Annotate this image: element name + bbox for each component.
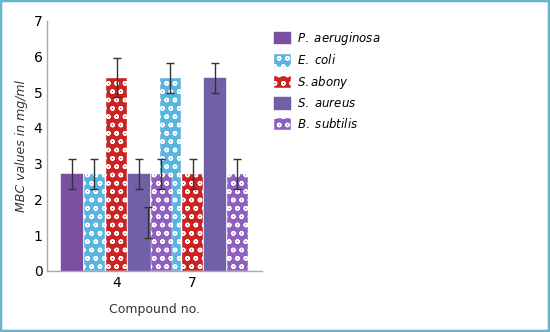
X-axis label: Compound no.: Compound no.	[109, 303, 200, 316]
Bar	[160, 78, 181, 271]
Bar	[84, 174, 105, 271]
Legend: $\it{P.\ aeruginosa}$, $\it{E.\ coli}$, $\it{S.abony}$, $\it{S.\ aureus}$, $\it{: $\it{P.\ aeruginosa}$, $\it{E.\ coli}$, …	[270, 27, 384, 134]
Bar	[227, 174, 248, 271]
Bar	[128, 174, 150, 271]
Bar	[62, 174, 83, 271]
Bar	[182, 174, 204, 271]
Y-axis label: MBC values in mg/ml: MBC values in mg/ml	[15, 80, 28, 211]
Bar	[204, 78, 226, 271]
Bar	[151, 174, 172, 271]
Bar	[138, 222, 159, 271]
Bar	[106, 78, 128, 271]
